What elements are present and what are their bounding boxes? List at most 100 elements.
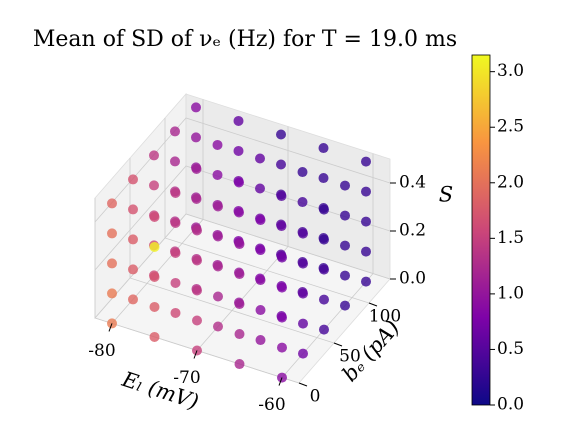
- point: [149, 241, 160, 252]
- point: [212, 139, 223, 150]
- y-tick: [298, 382, 308, 387]
- colorbar: [471, 54, 491, 406]
- point: [319, 204, 329, 215]
- point: [107, 228, 117, 239]
- point: [170, 217, 181, 228]
- point: [170, 187, 181, 198]
- y-tick-label: 0: [310, 387, 321, 407]
- point: [191, 102, 201, 113]
- y-tick-label: 50: [339, 347, 361, 367]
- colorbar-tick-label: 1.0: [497, 283, 524, 303]
- point: [107, 258, 117, 269]
- point: [170, 277, 181, 288]
- point: [298, 228, 308, 239]
- point: [128, 234, 138, 245]
- point: [192, 285, 202, 296]
- point: [213, 261, 223, 272]
- point: [340, 240, 350, 251]
- point: [255, 275, 266, 286]
- point: [277, 312, 287, 323]
- point: [255, 305, 266, 316]
- point: [276, 159, 286, 170]
- point: [234, 299, 245, 310]
- point: [361, 276, 371, 287]
- point: [170, 126, 180, 137]
- point: [255, 183, 265, 194]
- point: [298, 258, 308, 269]
- point: [234, 177, 244, 188]
- z-tick-label: 0.0: [399, 269, 426, 289]
- point: [234, 239, 245, 250]
- point: [277, 342, 287, 353]
- point: [319, 294, 329, 305]
- chart-title: Mean of SD of νₑ (Hz) for T = 19.0 ms: [33, 27, 457, 52]
- point: [340, 270, 350, 281]
- point: [170, 247, 181, 258]
- point: [297, 167, 308, 178]
- point: [297, 197, 308, 208]
- point: [128, 174, 138, 185]
- point: [212, 169, 223, 180]
- point: [340, 300, 350, 311]
- z-tick-label: 0.2: [399, 221, 426, 241]
- point: [170, 307, 181, 318]
- point: [277, 282, 287, 293]
- point: [298, 318, 308, 329]
- point: [276, 129, 286, 140]
- point: [213, 231, 223, 242]
- y-tick: [368, 302, 378, 307]
- point: [213, 201, 223, 212]
- colorbar-tick-label: 2.0: [497, 172, 524, 192]
- z-tick-label: 0.4: [399, 173, 426, 193]
- point: [233, 145, 244, 156]
- point: [255, 215, 266, 226]
- x-tick-label: -80: [88, 341, 115, 361]
- point: [149, 180, 159, 191]
- point: [149, 271, 160, 282]
- point: [276, 221, 287, 232]
- colorbar-tick-label: 0.5: [497, 339, 524, 359]
- point: [234, 359, 245, 370]
- point: [149, 150, 159, 161]
- point: [319, 324, 329, 335]
- point: [361, 246, 371, 257]
- point: [361, 186, 371, 197]
- colorbar-tick-label: 2.5: [497, 117, 524, 137]
- point: [340, 180, 350, 191]
- point: [361, 156, 371, 167]
- point: [319, 264, 329, 275]
- x-tick: [193, 350, 198, 359]
- point: [213, 321, 223, 332]
- y-tick: [333, 342, 343, 347]
- point: [170, 156, 180, 167]
- x-tick-label: -70: [173, 368, 200, 388]
- point: [107, 288, 117, 299]
- point: [149, 211, 160, 222]
- point: [319, 234, 329, 245]
- point: [149, 331, 160, 342]
- point: [192, 315, 202, 326]
- point: [361, 216, 371, 227]
- x-tick: [278, 377, 283, 386]
- point: [149, 301, 160, 312]
- point: [128, 264, 138, 275]
- point: [234, 329, 245, 340]
- point: [277, 252, 287, 263]
- point: [128, 294, 138, 305]
- point: [276, 191, 287, 202]
- point: [255, 153, 265, 164]
- point: [255, 245, 266, 256]
- colorbar-tick-label: 1.5: [497, 228, 524, 248]
- point: [191, 132, 201, 143]
- point: [318, 143, 329, 154]
- point: [192, 225, 202, 236]
- point: [128, 204, 138, 215]
- axes-panes: [94, 92, 391, 384]
- point: [213, 291, 223, 302]
- grid-line: [94, 213, 391, 319]
- x-tick-label: -60: [258, 395, 285, 415]
- point: [298, 348, 308, 359]
- point: [191, 193, 202, 204]
- point: [340, 210, 350, 221]
